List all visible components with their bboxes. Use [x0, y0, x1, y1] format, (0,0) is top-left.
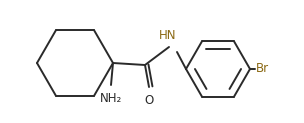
Text: Br: Br: [256, 62, 269, 76]
Text: NH₂: NH₂: [100, 92, 122, 105]
Text: HN: HN: [159, 29, 177, 42]
Text: O: O: [144, 94, 154, 107]
